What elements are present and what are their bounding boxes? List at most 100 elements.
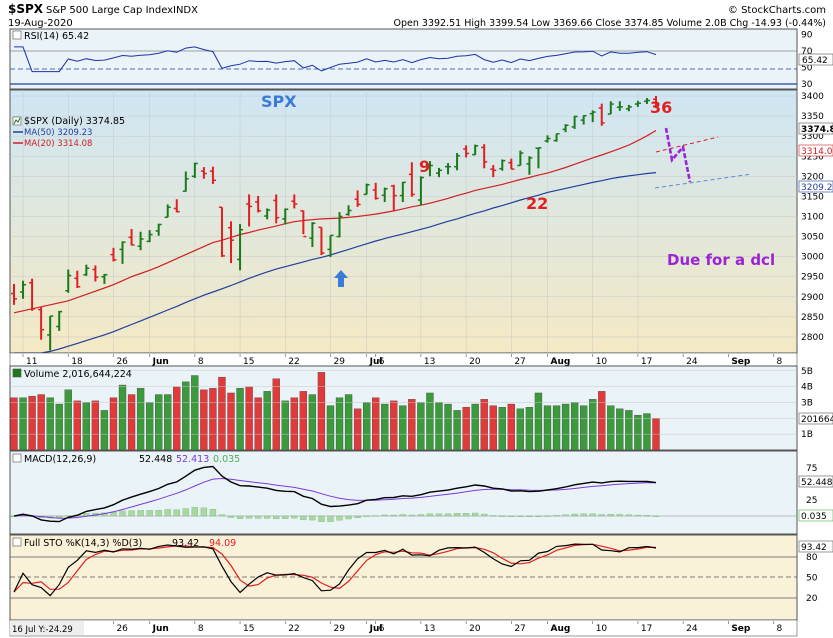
macd-settings-icon[interactable] xyxy=(12,453,22,463)
ohlc-bar xyxy=(146,230,153,243)
ohlc-bar xyxy=(65,269,72,293)
ohlc-bar xyxy=(237,224,244,271)
ohlc-bar xyxy=(598,103,605,126)
rsi-label: RSI(14) 65.42 xyxy=(24,31,89,42)
x-axis-label: 6 xyxy=(379,357,385,367)
volume-value-box xyxy=(798,412,833,425)
price-tick-label: 3200 xyxy=(801,172,824,182)
macd-hist-bar xyxy=(291,515,298,519)
ma20-projection xyxy=(655,136,719,153)
x-axis-label: 10 xyxy=(596,357,608,367)
macd-hist-bar xyxy=(535,515,542,517)
macd-hist-bar xyxy=(173,509,180,517)
rsi-settings-icon[interactable] xyxy=(12,30,22,40)
macd-hist-bar xyxy=(182,508,189,517)
volume-bar xyxy=(19,397,27,451)
exchange-label: INDX xyxy=(173,5,198,16)
volume-bar xyxy=(489,405,497,451)
price-tick-label: 2950 xyxy=(801,273,824,283)
x-axis-label: 8 xyxy=(198,357,204,367)
macd-hist-bar xyxy=(300,515,307,521)
macd-hist-bar xyxy=(625,514,633,517)
ohlc-bar xyxy=(499,159,506,171)
x-axis-label: 24 xyxy=(686,624,698,634)
macd-hist-bar xyxy=(399,514,406,517)
ohlc-bar xyxy=(29,278,36,311)
x-axis-label: 6 xyxy=(379,624,385,634)
volume-bar xyxy=(136,388,145,451)
macd-tick-label: 25 xyxy=(806,496,817,506)
x-axis-label: 22 xyxy=(288,624,299,634)
sto-settings-icon[interactable] xyxy=(12,537,22,547)
ohlc-bar xyxy=(218,206,225,258)
ohlc-bar xyxy=(508,158,515,170)
ohlc-bar xyxy=(11,283,17,305)
ohlc-bar xyxy=(354,190,361,207)
ohlc-bar xyxy=(318,226,325,256)
ohlc-bar xyxy=(282,208,289,225)
ma50-legend: MA(50) 3209.23 xyxy=(24,128,92,138)
volume-bars xyxy=(10,372,660,451)
ohlc-bar xyxy=(309,222,316,247)
x-axis-label: 15 xyxy=(243,624,254,634)
price-tick-label: 3300 xyxy=(801,132,824,142)
x-axis-label: Jul xyxy=(369,357,383,367)
x-axis-label: Jun xyxy=(152,357,169,367)
volume-bar xyxy=(435,402,443,451)
rsi-value-box xyxy=(798,53,833,66)
volume-bar xyxy=(82,402,90,451)
ohlc-bar xyxy=(643,98,650,105)
quote-line: Open 3392.51 High 3399.54 Low 3369.66 Cl… xyxy=(394,18,826,29)
volume-bar xyxy=(91,400,100,451)
macd-hist-bar xyxy=(218,514,226,517)
ohlc-bar xyxy=(327,234,334,258)
volume-value: 2016644224 xyxy=(801,415,833,425)
volume-label: Volume 2,016,644,224 xyxy=(24,369,132,380)
close-value: 3374.85 xyxy=(801,125,833,135)
volume-bar xyxy=(46,397,54,451)
ohlc-bar xyxy=(445,163,452,175)
macd-hist-bar xyxy=(209,508,217,517)
rsi-tick-label: 90 xyxy=(801,31,813,41)
volume-bar xyxy=(480,399,488,451)
volume-bar xyxy=(335,397,344,451)
ohlc-bar xyxy=(273,194,280,224)
sto-k-value: 93.42 xyxy=(172,538,199,549)
volume-bar xyxy=(209,388,217,451)
x-axis-label: 27 xyxy=(514,357,525,367)
macd-hist-bar xyxy=(282,515,289,519)
macd-hist-bar xyxy=(643,515,651,517)
price-tick-label: 3050 xyxy=(801,233,824,243)
macd-line xyxy=(13,465,657,523)
volume-settings-icon[interactable] xyxy=(12,368,22,378)
macd-hist-bar xyxy=(200,507,208,517)
ohlc-bar xyxy=(300,210,307,238)
macd-hist-bar xyxy=(227,515,235,518)
x-axis-label: 20 xyxy=(469,357,481,367)
macd-hist-bar xyxy=(490,515,497,517)
x-axis-label: 8 xyxy=(777,357,783,367)
ohlc-bar xyxy=(246,194,253,227)
macd-hist-bar xyxy=(309,515,316,521)
macd-hist-bar xyxy=(499,515,506,517)
volume-bar xyxy=(118,384,127,451)
macd-value-box xyxy=(798,475,833,488)
volume-bar xyxy=(625,410,633,451)
macd-hist-bar xyxy=(354,515,361,518)
ohlc-bar xyxy=(182,171,189,192)
x-axis-label: 24 xyxy=(686,357,698,367)
volume-bar xyxy=(64,389,72,451)
ohlc-bar xyxy=(137,231,144,251)
sto-tick-label: 50 xyxy=(806,574,818,584)
volume-bar xyxy=(444,403,452,451)
ohlc-bar xyxy=(625,104,632,112)
volume-bar xyxy=(218,376,226,451)
macd-hist-bar xyxy=(462,513,470,517)
x-axis-label: Aug xyxy=(550,624,570,634)
macd-hist-bar xyxy=(526,515,533,517)
x-axis-label: 10 xyxy=(596,624,608,634)
ohlc-bar xyxy=(426,161,433,177)
macd-hist-bar xyxy=(408,514,416,517)
price-tick-label: 3350 xyxy=(801,112,824,122)
ohlc-bar xyxy=(616,101,623,111)
